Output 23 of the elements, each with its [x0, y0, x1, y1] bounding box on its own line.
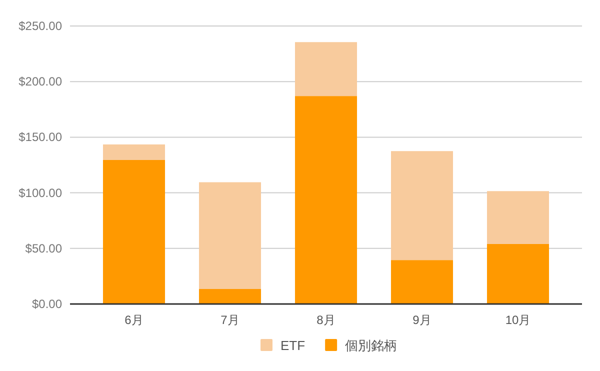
y-tick-label: $50.00	[25, 241, 62, 256]
bar	[294, 96, 358, 304]
bar	[390, 151, 454, 260]
x-tick-label: 6月	[124, 313, 144, 327]
y-tick-label: $100.00	[18, 186, 62, 200]
y-tick-label: $200.00	[18, 74, 62, 89]
bar	[390, 260, 454, 304]
bar	[102, 144, 166, 160]
x-tick-label: 9月	[412, 313, 432, 327]
bar	[486, 244, 550, 304]
legend-label: 個別銘柄	[345, 338, 398, 353]
legend-label: ETF	[280, 338, 306, 353]
bar	[198, 182, 262, 289]
y-tick-label: $250.00	[18, 19, 62, 33]
bar	[198, 288, 262, 304]
y-tick-label: $150.00	[18, 130, 62, 144]
bar	[486, 191, 550, 244]
x-tick-label: 8月	[316, 313, 336, 327]
x-tick-label: 7月	[220, 313, 240, 327]
y-tick-label: $0.00	[32, 297, 62, 311]
x-tick-label: 10月	[505, 313, 531, 327]
bar	[102, 160, 166, 304]
bar	[294, 42, 358, 96]
